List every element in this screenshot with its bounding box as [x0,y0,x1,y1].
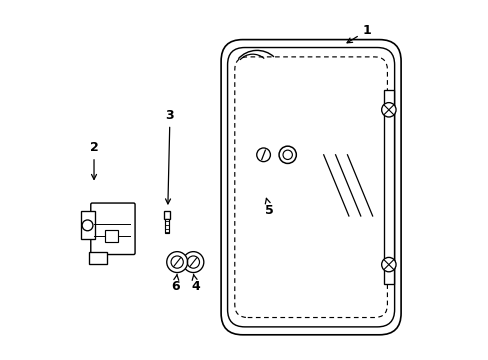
FancyBboxPatch shape [91,203,135,255]
Circle shape [279,146,296,163]
Text: 2: 2 [89,141,98,179]
FancyBboxPatch shape [221,40,400,335]
Text: 5: 5 [265,198,273,217]
Text: 1: 1 [346,24,370,43]
Circle shape [183,252,203,273]
Circle shape [166,252,187,273]
Bar [88,252,107,264]
Text: 6: 6 [171,274,179,293]
Bar [165,219,168,233]
Text: 3: 3 [165,109,174,204]
Circle shape [381,257,395,272]
Circle shape [381,103,395,117]
Circle shape [82,220,93,231]
Bar [383,90,393,284]
Text: 4: 4 [191,274,200,293]
Bar [163,211,170,219]
Bar [105,230,118,242]
Bar [81,211,95,239]
